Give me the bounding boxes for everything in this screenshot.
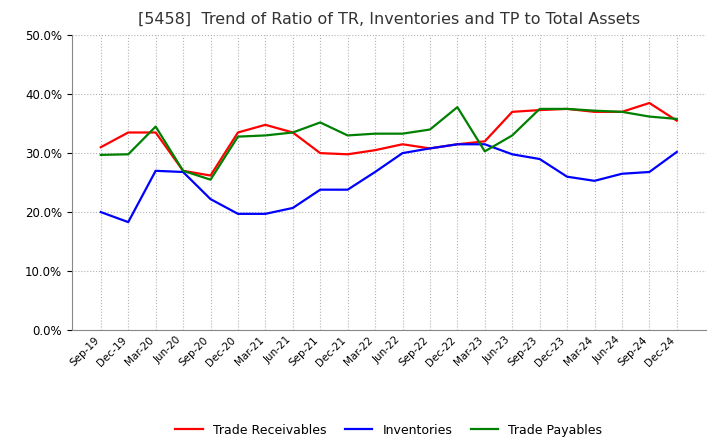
Trade Payables: [316, 120, 325, 125]
Trade Payables: [179, 168, 187, 173]
Trade Receivables: [343, 152, 352, 157]
Trade Payables: [206, 177, 215, 182]
Trade Payables: [618, 109, 626, 114]
Trade Payables: [398, 131, 407, 136]
Inventories: [453, 142, 462, 147]
Inventories: [261, 211, 270, 216]
Trade Payables: [480, 149, 489, 154]
Trade Payables: [233, 134, 242, 139]
Inventories: [618, 171, 626, 176]
Inventories: [645, 169, 654, 175]
Trade Payables: [371, 131, 379, 136]
Trade Receivables: [508, 109, 516, 114]
Trade Receivables: [398, 142, 407, 147]
Trade Receivables: [206, 173, 215, 178]
Inventories: [426, 146, 434, 151]
Trade Receivables: [261, 122, 270, 128]
Inventories: [590, 178, 599, 183]
Trade Payables: [426, 127, 434, 132]
Inventories: [398, 150, 407, 156]
Trade Receivables: [536, 107, 544, 113]
Trade Payables: [563, 106, 572, 111]
Trade Payables: [508, 133, 516, 138]
Trade Receivables: [316, 150, 325, 156]
Trade Receivables: [563, 106, 572, 111]
Inventories: [371, 169, 379, 175]
Trade Receivables: [96, 145, 105, 150]
Inventories: [536, 156, 544, 161]
Trade Payables: [289, 130, 297, 135]
Trade Receivables: [590, 109, 599, 114]
Trade Payables: [536, 106, 544, 111]
Inventories: [96, 209, 105, 215]
Inventories: [206, 197, 215, 202]
Trade Receivables: [672, 118, 681, 123]
Trade Payables: [645, 114, 654, 119]
Trade Receivables: [480, 139, 489, 144]
Inventories: [316, 187, 325, 192]
Trade Receivables: [289, 130, 297, 135]
Title: [5458]  Trend of Ratio of TR, Inventories and TP to Total Assets: [5458] Trend of Ratio of TR, Inventories…: [138, 12, 640, 27]
Trade Receivables: [151, 130, 160, 135]
Inventories: [508, 152, 516, 157]
Trade Receivables: [426, 146, 434, 151]
Inventories: [480, 142, 489, 147]
Trade Payables: [261, 133, 270, 138]
Inventories: [124, 220, 132, 225]
Trade Receivables: [179, 168, 187, 173]
Inventories: [233, 211, 242, 216]
Trade Payables: [453, 104, 462, 110]
Trade Receivables: [618, 109, 626, 114]
Trade Payables: [96, 152, 105, 158]
Trade Payables: [151, 124, 160, 129]
Inventories: [672, 149, 681, 154]
Inventories: [343, 187, 352, 192]
Line: Trade Payables: Trade Payables: [101, 107, 677, 180]
Trade Payables: [672, 116, 681, 121]
Trade Payables: [590, 108, 599, 114]
Trade Receivables: [453, 142, 462, 147]
Inventories: [179, 169, 187, 175]
Legend: Trade Receivables, Inventories, Trade Payables: Trade Receivables, Inventories, Trade Pa…: [170, 419, 608, 440]
Inventories: [289, 205, 297, 211]
Line: Trade Receivables: Trade Receivables: [101, 103, 677, 176]
Trade Receivables: [371, 147, 379, 153]
Trade Payables: [124, 152, 132, 157]
Inventories: [151, 168, 160, 173]
Line: Inventories: Inventories: [101, 144, 677, 222]
Inventories: [563, 174, 572, 180]
Trade Payables: [343, 133, 352, 138]
Trade Receivables: [645, 100, 654, 106]
Trade Receivables: [233, 130, 242, 135]
Trade Receivables: [124, 130, 132, 135]
